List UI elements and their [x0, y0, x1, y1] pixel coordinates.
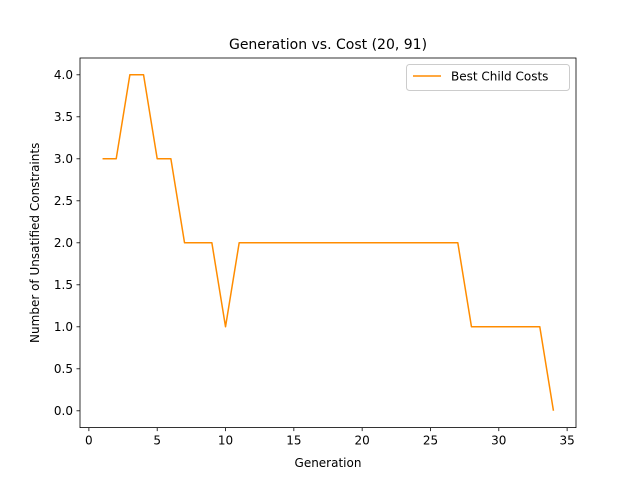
- y-tick-label: 3.0: [54, 152, 73, 166]
- x-tick-label: 5: [153, 434, 161, 448]
- plot-frame: [79, 57, 577, 429]
- legend: Best Child Costs: [406, 64, 570, 91]
- legend-box: [406, 64, 570, 91]
- y-tick-label: 2.5: [54, 194, 73, 208]
- x-tick-label: 25: [423, 434, 438, 448]
- y-tick-label: 0.5: [54, 362, 73, 376]
- y-tick-label: 1.0: [54, 320, 73, 334]
- ticks-layer: 0 5 10 15 20 25 30 35 0.0 0.5 1.0 1.5 2.0 2.5 3.0 3.5 4.…: [54, 68, 575, 448]
- series-layer: [102, 74, 555, 411]
- x-tick-label: 35: [559, 434, 574, 448]
- y-tick-label: 4.0: [54, 68, 73, 82]
- series-line-best-child-costs: [102, 74, 555, 411]
- y-tick-label: 2.0: [54, 236, 73, 250]
- x-tick-label: 15: [286, 434, 301, 448]
- y-axis-label: Number of Unsatified Constraints: [28, 143, 42, 343]
- x-tick-label: 0: [85, 434, 93, 448]
- legend-label-best-child-costs: Best Child Costs: [451, 70, 548, 84]
- y-tick-label: 3.5: [54, 110, 73, 124]
- x-axis-label: Generation: [295, 456, 362, 470]
- x-tick-label: 20: [355, 434, 370, 448]
- y-tick-label: 0.0: [54, 404, 73, 418]
- x-tick-label: 10: [218, 434, 233, 448]
- y-tick-label: 1.5: [54, 278, 73, 292]
- x-tick-label: 30: [491, 434, 506, 448]
- chart-title: Generation vs. Cost (20, 91): [229, 37, 427, 53]
